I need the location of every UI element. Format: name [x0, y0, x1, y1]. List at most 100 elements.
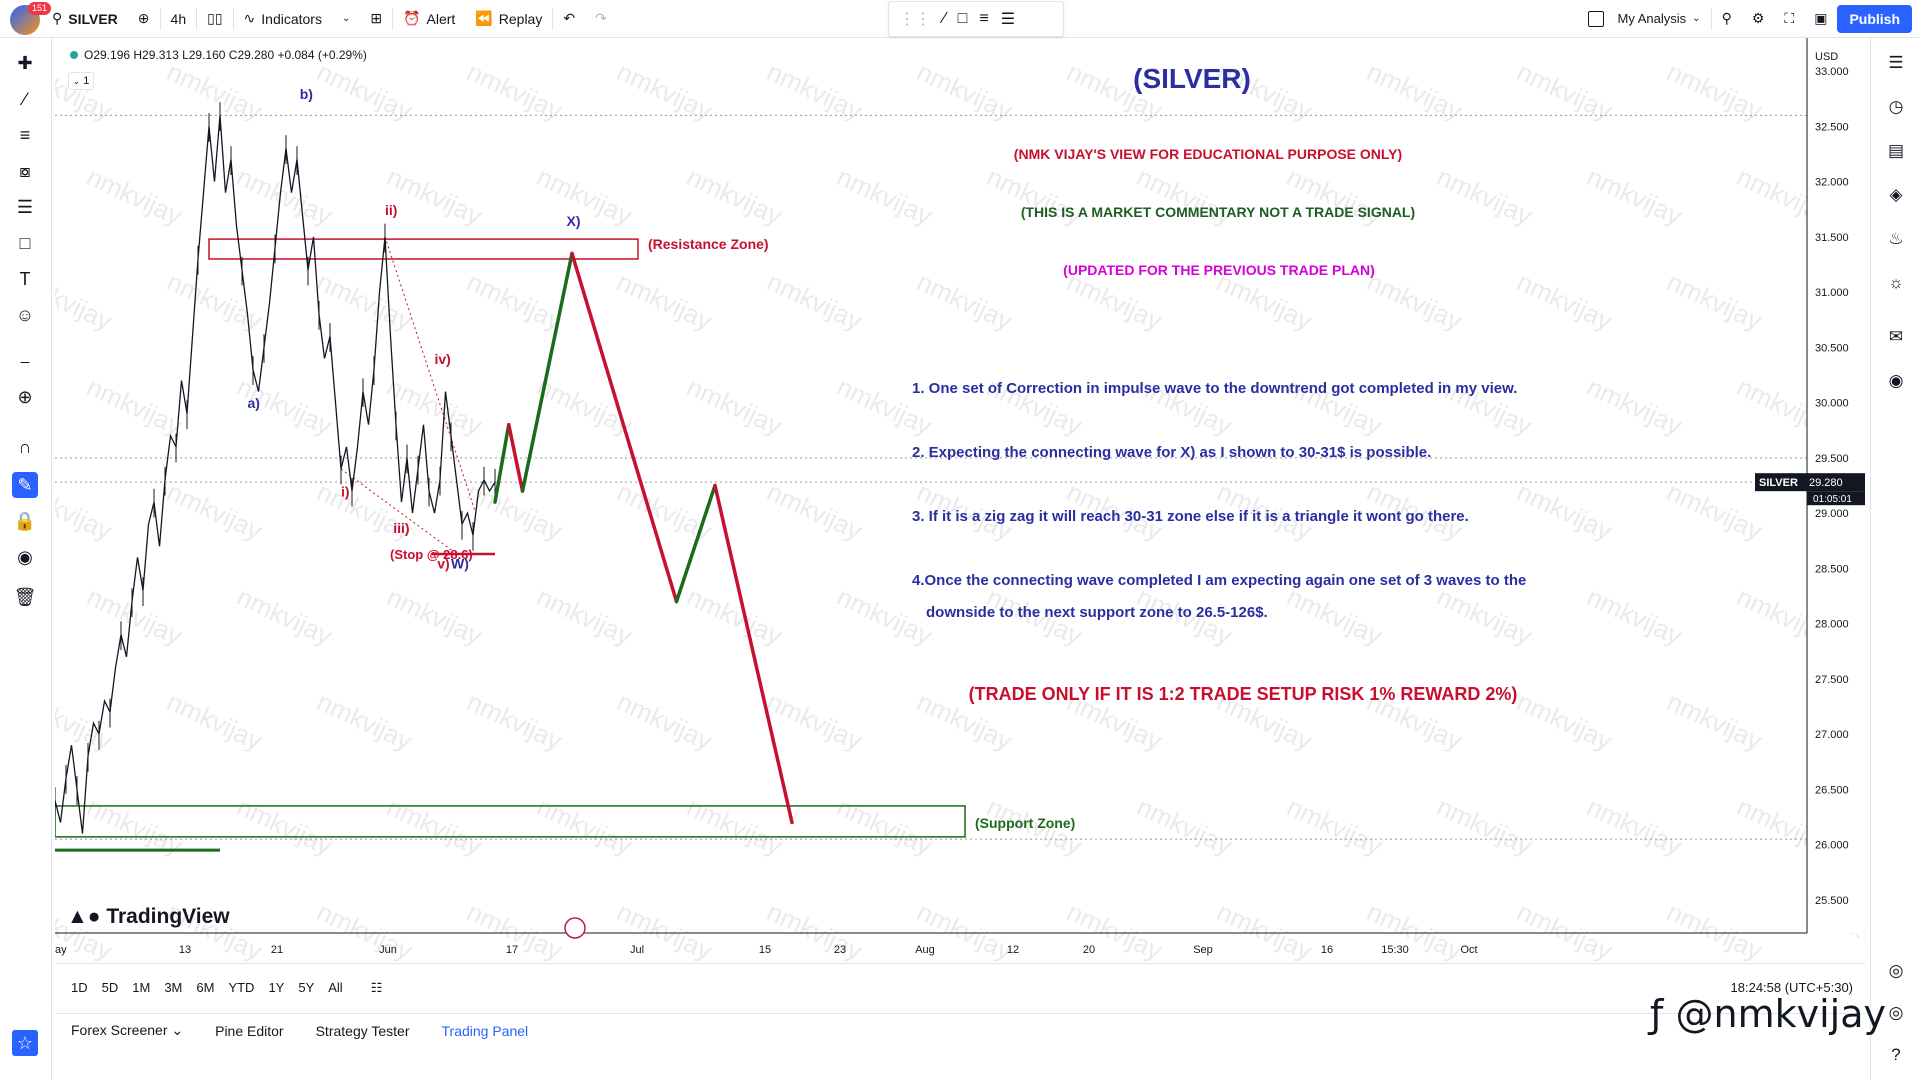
calendar-icon[interactable]: ☷	[370, 980, 383, 995]
emoji-icon[interactable]: ☺	[15, 304, 35, 325]
wave-label: iv)	[435, 351, 451, 367]
replay-button[interactable]: ⏪ Replay	[465, 0, 552, 38]
tab-trading-panel[interactable]: Trading Panel	[441, 1022, 529, 1039]
alarm-clock-icon: ⏰	[403, 10, 421, 26]
layout-select[interactable]: My Analysis ⌄	[1578, 0, 1711, 38]
watchlist-icon[interactable]: ☰	[1888, 53, 1904, 72]
range-5d[interactable]: 5D	[101, 980, 119, 995]
rectangle-tool-icon[interactable]: □	[957, 10, 968, 27]
tab-strategy-tester[interactable]: Strategy Tester	[315, 1022, 410, 1039]
magic-search-icon: ⚲	[1721, 10, 1732, 26]
compare-button[interactable]: ⊕	[128, 0, 160, 38]
watermark-text: nmkvijay	[832, 791, 936, 861]
alerts-clock-icon[interactable]: ◷	[1888, 97, 1904, 116]
fullscreen-button[interactable]: ⛶	[1774, 0, 1804, 38]
watermark-text: nmkvijay	[1132, 791, 1236, 861]
legend-collapse-button[interactable]: ⌄ 1	[68, 72, 94, 90]
geometric-shapes-icon[interactable]: □	[19, 232, 31, 253]
plus-circle-icon: ⊕	[137, 10, 150, 26]
range-ytd[interactable]: YTD	[228, 980, 255, 995]
fib-tool-icon[interactable]: ≡	[979, 10, 989, 27]
help-icon[interactable]: ?	[1891, 1045, 1901, 1064]
watermark-text: nmkvijay	[232, 791, 336, 861]
divider	[552, 7, 554, 30]
tab-pine-editor[interactable]: Pine Editor	[215, 1022, 284, 1039]
grid-lines	[55, 114, 1807, 840]
time-tick-label: Jun	[379, 944, 397, 956]
watermark-text: nmkvijay	[612, 266, 716, 336]
watermark-text: nmkvijay	[1582, 371, 1686, 441]
range-all[interactable]: All	[328, 980, 343, 995]
symbol-search[interactable]: ⚲ SILVER	[42, 0, 128, 38]
chevron-down-icon: ⌄	[72, 76, 81, 86]
crosshair-icon[interactable]: ✚	[17, 52, 33, 73]
range-1y[interactable]: 1Y	[268, 980, 285, 995]
trend-line-icon[interactable]: ∕	[23, 88, 27, 109]
watermark-text: nmkvijay	[532, 161, 636, 231]
fib-retracement-icon[interactable]: ≡	[19, 124, 31, 145]
ohlc-values: O29.196 H29.313 L29.160 C29.280 +0.084 (…	[84, 48, 367, 62]
range-3m[interactable]: 3M	[164, 980, 183, 995]
stay-drawing-icon[interactable]: ✎	[12, 472, 38, 498]
chevron-down-icon: ⌄	[341, 13, 351, 24]
trash-icon[interactable]: 🗑	[13, 586, 37, 607]
data-window-icon[interactable]: ▤	[1887, 141, 1905, 160]
lock-icon[interactable]: 🔒	[13, 510, 37, 531]
watermark-text: nmkvijay	[532, 371, 636, 441]
price-chart[interactable]: nmkvijay nmkvijay nmkvijay nmkvijay nmkvijay…	[55, 38, 1865, 963]
ruler-icon[interactable]: ⎯	[20, 350, 30, 371]
redo-button[interactable]: ↷	[585, 0, 617, 38]
clock[interactable]: 18:24:58 (UTC+5:30)	[1730, 980, 1853, 995]
time-tick-label: 20	[1083, 944, 1095, 956]
snapshot-button[interactable]: ▣	[1804, 0, 1837, 38]
pattern-icon[interactable]: ⧇	[19, 160, 31, 181]
layers-icon[interactable]: ◈	[1889, 185, 1903, 204]
time-axis[interactable]: ay 13 21 Jun 17 Jul 15 23 Aug 12 20 Sep 16 15:30 Oct	[55, 932, 1807, 956]
ideas-bulb-icon[interactable]: ☼	[1888, 273, 1904, 292]
tv-logo-text: TradingView	[106, 905, 230, 928]
chart-type-button[interactable]: ▯▯	[197, 0, 232, 38]
tab-forex-screener[interactable]: Forex Screener ⌄	[71, 1022, 184, 1038]
zoom-in-icon[interactable]: ⊕	[17, 386, 33, 407]
quick-search-button[interactable]: ⚲	[1712, 0, 1742, 38]
market-status-dot	[70, 51, 78, 59]
event-marker-icon	[564, 917, 586, 939]
line-tool-icon[interactable]: ∕	[943, 10, 946, 27]
notifications-icon[interactable]: ◎	[1888, 1003, 1904, 1022]
interval-button[interactable]: 4h	[170, 10, 187, 27]
wave-projection-segment	[713, 483, 794, 825]
hotlist-fire-icon[interactable]: ♨	[1888, 229, 1904, 248]
forecast-icon[interactable]: ☰	[16, 196, 34, 217]
text-tool-icon[interactable]: T	[19, 268, 31, 289]
time-tick-label: Oct	[1460, 944, 1477, 956]
drag-handle-icon[interactable]: ⋮⋮	[899, 11, 931, 28]
undo-button[interactable]: ↶	[553, 0, 585, 38]
lines-settings-icon[interactable]: ☰	[1000, 11, 1016, 28]
publish-button[interactable]: Publish	[1837, 4, 1912, 33]
alert-button[interactable]: ⏰ Alert	[393, 0, 465, 38]
rewind-icon: ⏪	[475, 10, 493, 26]
templates-button[interactable]: ⊞	[360, 0, 392, 38]
date-range-buttons: 1D 5D 1M 3M 6M YTD 1Y 5Y All ☷	[71, 980, 382, 996]
settings-button[interactable]: ⚙	[1742, 0, 1775, 38]
streams-icon[interactable]: ◉	[1888, 371, 1904, 390]
range-5y[interactable]: 5Y	[298, 980, 315, 995]
visibility-eye-icon[interactable]: ◉	[17, 546, 33, 567]
target-icon[interactable]: ◎	[1888, 961, 1904, 980]
star-watchlist-icon[interactable]: ☆	[12, 1030, 38, 1056]
author-handle: ƒ @nmkvijay	[1650, 992, 1886, 1036]
tradingview-logo[interactable]: ▲● TradingView	[67, 905, 230, 929]
view-note: (NMK VIJAY'S VIEW FOR EDUCATIONAL PURPOS…	[1014, 146, 1402, 162]
user-avatar[interactable]: 151	[8, 1, 52, 36]
range-1m[interactable]: 1M	[132, 980, 151, 995]
chat-icon[interactable]: ✉	[1888, 327, 1904, 346]
indicators-button[interactable]: ∿ Indicators ⌄	[234, 0, 361, 38]
watermark-text: nmkvijay	[1432, 791, 1536, 861]
handle-text: @nmkvijay	[1675, 992, 1886, 1036]
range-bar: 1D 5D 1M 3M 6M YTD 1Y 5Y All ☷ 18:24:58 (UTC+5:30…	[55, 963, 1865, 1013]
range-6m[interactable]: 6M	[196, 980, 215, 995]
watermark-text: nmkvijay	[832, 581, 936, 651]
range-1d[interactable]: 1D	[71, 980, 88, 995]
trendline-upper	[384, 236, 477, 514]
magnet-icon[interactable]: ∩	[18, 436, 32, 457]
